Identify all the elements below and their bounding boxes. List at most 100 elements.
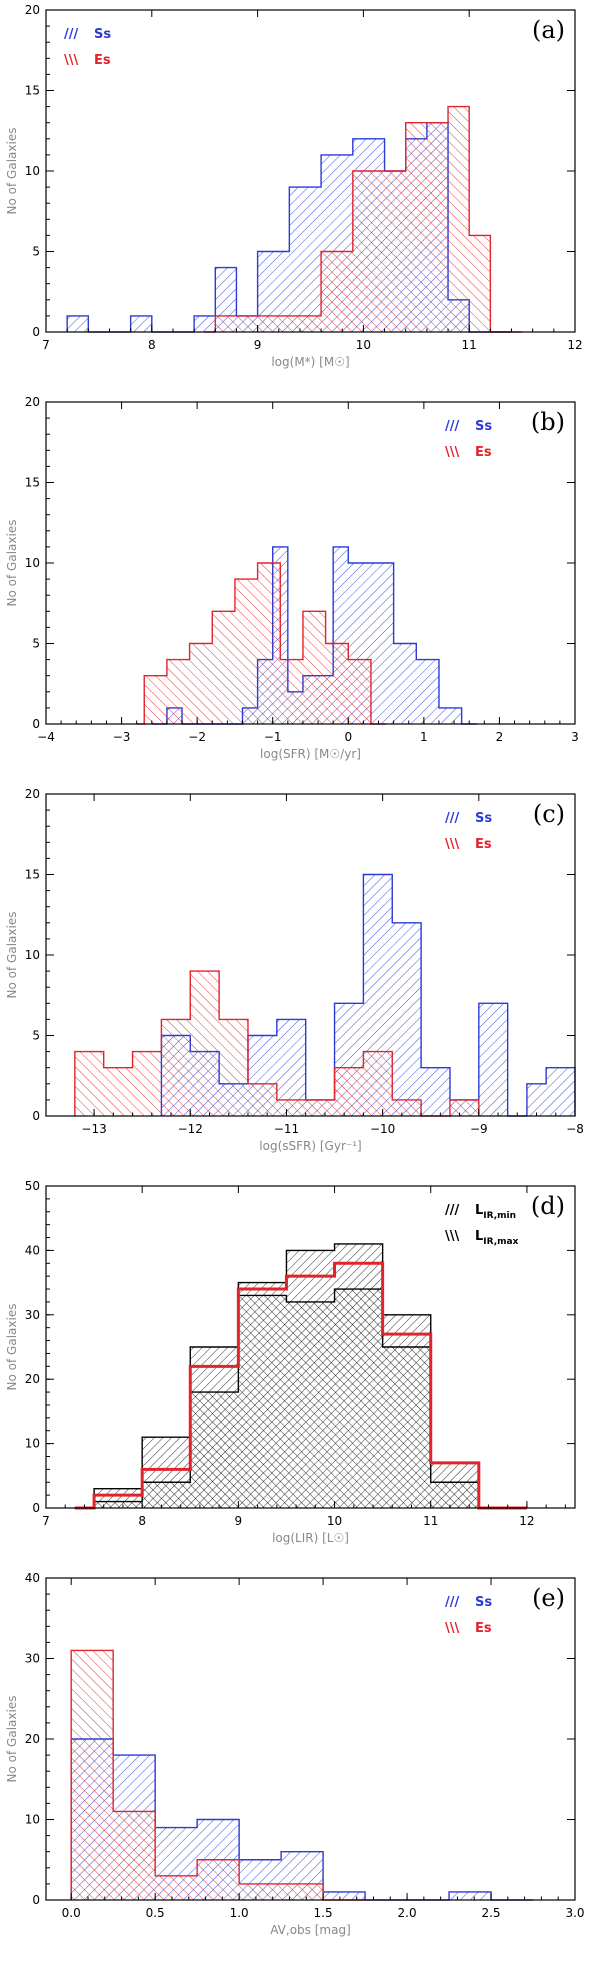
legend-marker: \\\	[445, 445, 459, 460]
y-tick-label: 5	[32, 637, 40, 651]
panel-label: (c)	[533, 800, 565, 828]
panel-d: 7 8 9 10 11 12 0 10 20 30 40 50 log(LIR) [L☉] No of G…	[5, 1179, 576, 1545]
y-tick-label: 30	[25, 1652, 40, 1666]
x-tick-label: 3.0	[565, 1906, 584, 1920]
legend-marker: \\\	[445, 1621, 459, 1636]
x-tick-label: 0	[344, 730, 352, 744]
legend-label-subscript: IR,max	[483, 1237, 518, 1247]
histogram-fill-es	[204, 106, 523, 332]
y-tick-label: 0	[32, 1501, 40, 1515]
y-tick-label: 20	[25, 395, 40, 409]
legend-marker: ///	[64, 27, 78, 42]
x-tick-label: −9	[470, 1122, 488, 1136]
histogram-outline-combined	[74, 1261, 527, 1510]
x-tick-label: 12	[567, 338, 582, 352]
x-axis-title: log(SFR) [M☉/yr]	[260, 747, 361, 761]
y-tick-label: 0	[32, 1109, 40, 1123]
histogram-fill-es	[71, 1650, 366, 1900]
y-tick-label: 20	[25, 1732, 40, 1746]
panel-e: 0.0 0.5 1.0 1.5 2.0 2.5 3.0 0 10 20 30 40 AV,obs [ma…	[5, 1571, 585, 1937]
legend-label: Ss	[475, 811, 492, 826]
x-tick-label: 1	[420, 730, 428, 744]
x-axis-title: log(M*) [M☉]	[271, 355, 349, 369]
histogram-fill-es	[136, 563, 387, 724]
panel-label: (e)	[532, 1584, 565, 1612]
histogram-fill-ss	[71, 1739, 534, 1900]
x-tick-label: 2.0	[398, 1906, 417, 1920]
x-tick-label: 0.0	[62, 1906, 81, 1920]
y-tick-label: 15	[25, 84, 40, 98]
x-tick-label: −3	[113, 730, 131, 744]
x-tick-label: 3	[571, 730, 579, 744]
x-tick-label: 8	[148, 338, 156, 352]
x-tick-label: −10	[370, 1122, 395, 1136]
x-axis-title: log(sSFR) [Gyr⁻¹]	[259, 1139, 361, 1153]
legend-marker: ///	[445, 419, 459, 434]
x-tick-label: 9	[235, 1514, 243, 1528]
y-tick-label: 0	[32, 325, 40, 339]
x-tick-label: 0.5	[146, 1906, 165, 1920]
x-tick-label: −13	[81, 1122, 106, 1136]
histogram-outline-es	[204, 105, 523, 333]
y-tick-label: 50	[25, 1179, 40, 1193]
legend-label: Es	[94, 53, 111, 68]
y-tick-label: 5	[32, 245, 40, 259]
y-axis-title: No of Galaxies	[5, 1304, 19, 1391]
y-tick-label: 20	[25, 1372, 40, 1386]
panel-a: 7 8 9 10 11 12 0 5 10 15 20 log(M*) [M☉] No of Galax…	[5, 3, 583, 369]
x-tick-label: 8	[138, 1514, 146, 1528]
legend-label-subscript: IR,min	[483, 1211, 516, 1221]
x-tick-label: 12	[519, 1514, 534, 1528]
legend-label: LIR,max	[475, 1229, 519, 1247]
x-tick-label: 10	[356, 338, 371, 352]
legend-label: Ss	[94, 27, 111, 42]
histogram-fill-lir-max	[74, 1289, 527, 1508]
y-tick-label: 10	[25, 1437, 40, 1451]
x-tick-label: 2.5	[481, 1906, 500, 1920]
y-tick-label: 10	[25, 556, 40, 570]
panel-label: (b)	[531, 408, 565, 436]
y-tick-label: 40	[25, 1243, 40, 1257]
y-tick-label: 20	[25, 3, 40, 17]
histogram-fill-es	[74, 971, 479, 1116]
x-tick-label: 1.0	[230, 1906, 249, 1920]
x-tick-label: −8	[566, 1122, 584, 1136]
legend-label: Es	[475, 445, 492, 460]
legend-label: Es	[475, 837, 492, 852]
y-tick-label: 40	[25, 1571, 40, 1585]
y-axis-title: No of Galaxies	[5, 1696, 19, 1783]
y-tick-label: 15	[25, 868, 40, 882]
x-tick-label: 11	[462, 338, 477, 352]
x-tick-label: 7	[42, 338, 50, 352]
y-tick-label: 5	[32, 1029, 40, 1043]
x-tick-label: −12	[178, 1122, 203, 1136]
x-axis-title: AV,obs [mag]	[270, 1923, 351, 1937]
y-tick-label: 0	[32, 717, 40, 731]
legend-marker: \\\	[445, 1229, 459, 1244]
y-axis-title: No of Galaxies	[5, 912, 19, 999]
y-axis-title: No of Galaxies	[5, 520, 19, 607]
y-tick-label: 10	[25, 164, 40, 178]
x-tick-label: 10	[327, 1514, 342, 1528]
x-tick-label: 1.5	[314, 1906, 333, 1920]
legend-marker: ///	[445, 1595, 459, 1610]
x-axis-title: log(LIR) [L☉]	[272, 1531, 349, 1545]
histogram-fill-ss	[151, 546, 477, 724]
y-tick-label: 10	[25, 1813, 40, 1827]
legend-marker: \\\	[64, 53, 78, 68]
x-tick-label: 2	[496, 730, 504, 744]
y-tick-label: 10	[25, 948, 40, 962]
legend-label: Ss	[475, 419, 492, 434]
panel-label: (a)	[532, 16, 565, 44]
y-tick-label: 15	[25, 476, 40, 490]
y-tick-label: 0	[32, 1893, 40, 1907]
x-tick-label: 9	[254, 338, 262, 352]
legend-marker: ///	[445, 811, 459, 826]
legend-marker: \\\	[445, 837, 459, 852]
y-tick-label: 30	[25, 1308, 40, 1322]
x-tick-label: −2	[188, 730, 206, 744]
legend-label: Es	[475, 1621, 492, 1636]
legend-marker: ///	[445, 1203, 459, 1218]
y-axis-title: No of Galaxies	[5, 128, 19, 215]
